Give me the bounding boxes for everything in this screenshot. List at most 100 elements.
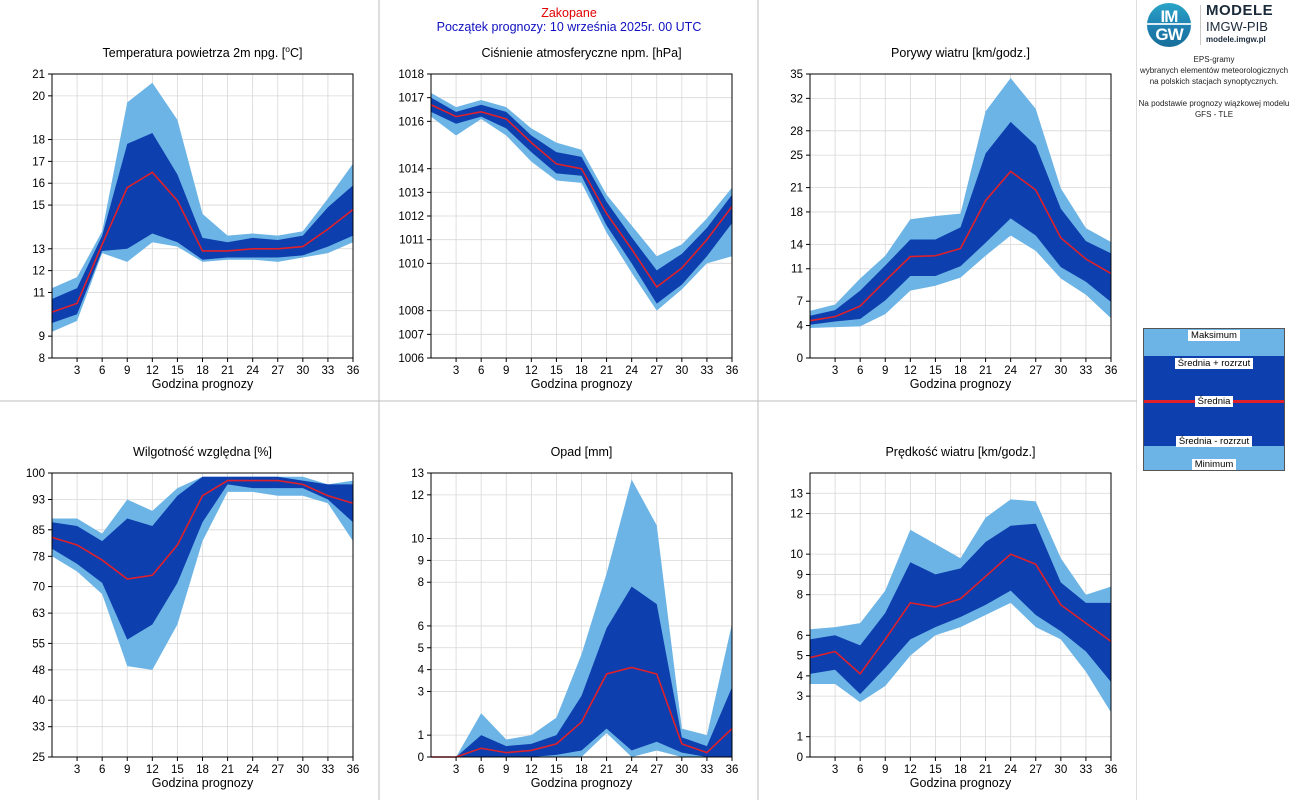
y-tick-label: 0 [797, 752, 803, 764]
y-tick-label: 11 [791, 264, 803, 276]
chart-humidity: Wilgotność względna [%]3 6 9 12 15 18 21 24 27 30… [26, 445, 360, 790]
chart-wind: Prędkość wiatru [km/godz.]3 6 9 12 15 18 21 24 2… [790, 445, 1117, 790]
y-tick-label: 13 [32, 244, 45, 256]
x-tick-label: 6 [99, 764, 105, 776]
y-tick-label: 28 [790, 126, 803, 138]
x-tick-label: 3 [74, 365, 80, 377]
x-tick-label: 3 [832, 365, 838, 377]
x-tick-label: 15 [929, 764, 942, 776]
y-tick-label: 14 [790, 239, 803, 251]
x-tick-label: 21 [600, 764, 613, 776]
y-tick-label: 9 [39, 331, 45, 343]
x-tick-label: 33 [322, 365, 335, 377]
y-tick-label: 35 [790, 69, 803, 81]
station-name: Zakopane [541, 6, 597, 20]
x-tick-label: 18 [954, 764, 967, 776]
x-tick-label: 15 [171, 365, 184, 377]
y-tick-label: 25 [32, 752, 45, 764]
logo-imgw-top: IM [1160, 7, 1179, 26]
x-tick-label: 3 [453, 365, 459, 377]
x-tick-label: 24 [1004, 365, 1017, 377]
y-tick-label: 11 [33, 287, 45, 299]
legend: Maksimum Średnia + rozrzut Średnia Średn… [1143, 328, 1285, 471]
band-spread [431, 586, 732, 757]
x-tick-label: 9 [124, 365, 130, 377]
y-tick-label: 8 [39, 353, 45, 365]
x-tick-label: 3 [832, 764, 838, 776]
y-tick-label: 33 [32, 722, 45, 734]
x-tick-label: 27 [650, 365, 663, 377]
y-tick-label: 1011 [399, 235, 424, 247]
y-tick-label: 12 [790, 509, 803, 521]
description: EPS-gramy wybranych elementów meteorolog… [1137, 54, 1291, 120]
x-tick-label: 21 [600, 365, 613, 377]
y-tick-label: 1012 [398, 211, 424, 223]
mean-line [809, 553, 1112, 676]
x-tick-label: 12 [525, 365, 538, 377]
mean-line [431, 666, 733, 758]
y-tick-label: 21 [790, 183, 803, 195]
x-axis-label: Godzina prognozy [152, 377, 254, 391]
x-axis-label: Godzina prognozy [531, 377, 633, 391]
chart-title: Ciśnienie atmosferyczne npm. [hPa] [481, 46, 681, 60]
x-tick-label: 33 [1080, 764, 1093, 776]
x-axis-label: Godzina prognozy [910, 377, 1012, 391]
y-tick-label: 4 [797, 321, 804, 333]
x-tick-label: 27 [1029, 764, 1042, 776]
x-tick-label: 6 [478, 764, 484, 776]
band-spread [52, 476, 353, 640]
y-tick-label: 1 [418, 730, 424, 742]
x-tick-label: 15 [929, 365, 942, 377]
x-tick-label: 9 [124, 764, 130, 776]
x-tick-label: 18 [575, 365, 588, 377]
x-tick-label: 36 [1105, 764, 1118, 776]
y-tick-label: 100 [26, 468, 45, 480]
y-tick-label: 10 [790, 549, 803, 561]
epsgram-canvas: Temperatura powietrza 2m npg. [oC]3 6 9 12 1… [0, 0, 1137, 800]
chart-title: Temperatura powietrza 2m npg. [oC] [103, 44, 303, 60]
y-tick-label: 6 [418, 621, 424, 633]
x-tick-label: 21 [221, 365, 234, 377]
y-tick-label: 1008 [398, 306, 424, 318]
x-tick-label: 36 [1105, 365, 1118, 377]
x-tick-label: 15 [550, 764, 563, 776]
y-tick-label: 0 [418, 752, 424, 764]
logo-imgw-pib: IMGW-PIB [1206, 19, 1268, 34]
y-tick-label: 78 [32, 551, 45, 563]
band-spread [810, 523, 1111, 695]
x-tick-label: 30 [675, 365, 688, 377]
x-tick-label: 30 [296, 365, 309, 377]
x-tick-label: 12 [146, 365, 159, 377]
y-tick-label: 25 [790, 150, 803, 162]
x-tick-label: 30 [1054, 764, 1067, 776]
logo-imgw-bottom: GW [1155, 25, 1183, 44]
x-tick-label: 6 [857, 365, 863, 377]
logo-divider [1200, 5, 1201, 45]
x-tick-label: 27 [650, 764, 663, 776]
band-min-max [431, 92, 732, 311]
y-tick-label: 4 [418, 665, 425, 677]
imgw-logo[interactable]: IM GW MODELE IMGW-PIB modele.imgw.pl [1147, 3, 1287, 47]
x-tick-label: 9 [882, 764, 888, 776]
y-tick-label: 16 [32, 178, 45, 190]
y-tick-label: 13 [411, 468, 424, 480]
chart-gusts: Porywy wiatru [km/godz.]3 6 9 12 15 18 21 24 27 3… [790, 46, 1117, 391]
x-tick-label: 27 [1029, 365, 1042, 377]
logo-text: MODELE IMGW-PIB modele.imgw.pl [1206, 3, 1291, 45]
y-tick-label: 1017 [398, 93, 424, 105]
x-axis-label: Godzina prognozy [152, 776, 254, 790]
x-tick-label: 12 [904, 764, 917, 776]
y-tick-label: 93 [32, 495, 45, 507]
logo-url[interactable]: modele.imgw.pl [1206, 35, 1266, 44]
chart-pressure: Ciśnienie atmosferyczne npm. [hPa]3 6 9 12 1… [398, 46, 738, 391]
y-tick-label: 32 [790, 93, 803, 105]
x-tick-label: 30 [296, 764, 309, 776]
desc-line-1: EPS-gramy [1193, 55, 1235, 64]
x-tick-label: 27 [271, 764, 284, 776]
x-tick-label: 9 [503, 365, 509, 377]
x-tick-label: 12 [146, 764, 159, 776]
x-tick-label: 33 [322, 764, 335, 776]
y-tick-label: 18 [32, 135, 45, 147]
x-tick-label: 9 [503, 764, 509, 776]
y-tick-label: 0 [797, 353, 803, 365]
